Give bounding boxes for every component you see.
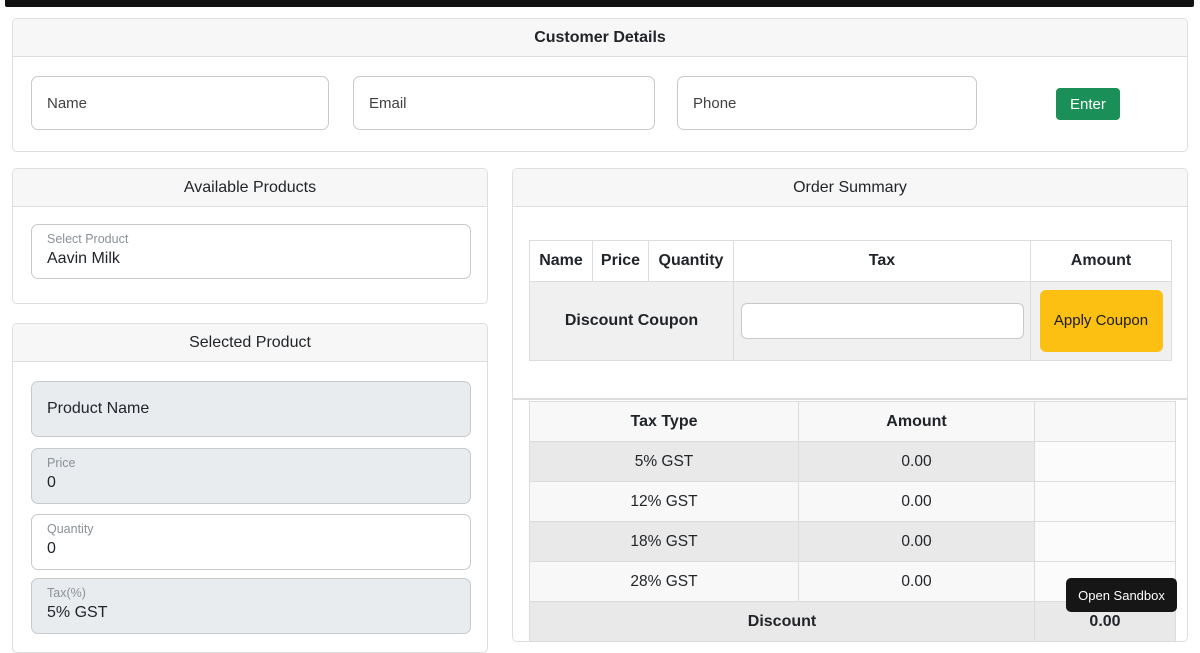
- apply-coupon-button[interactable]: Apply Coupon: [1039, 290, 1163, 352]
- col-empty: [1034, 401, 1176, 442]
- tax-percent-value: 5% GST: [47, 603, 108, 621]
- product-select[interactable]: Select Product Aavin Milk: [31, 224, 471, 279]
- product-select-label: Select Product: [47, 232, 129, 246]
- product-name-field: Product Name: [31, 381, 471, 437]
- col-quantity: Quantity: [648, 240, 734, 282]
- tax-amount-cell: 0.00: [798, 441, 1035, 482]
- tax-row-18gst: 18% GST 0.00: [529, 521, 1176, 562]
- discount-coupon-label: Discount Coupon: [529, 281, 734, 361]
- tax-row-12gst: 12% GST 0.00: [529, 481, 1176, 522]
- apply-coupon-cell: Apply Coupon: [1030, 281, 1172, 361]
- customer-email-input[interactable]: [353, 76, 655, 130]
- col-tax-amount: Amount: [798, 401, 1035, 442]
- price-value: 0: [47, 473, 56, 491]
- order-summary-card: Order Summary Name Price Quantity Tax Am…: [512, 168, 1188, 642]
- tax-type-cell: 18% GST: [529, 521, 799, 562]
- tax-type-cell: 12% GST: [529, 481, 799, 522]
- col-amount: Amount: [1030, 240, 1172, 282]
- selected-product-title: Selected Product: [13, 324, 487, 362]
- available-products-title: Available Products: [13, 169, 487, 207]
- available-products-card: Available Products Select Product Aavin …: [12, 168, 488, 304]
- tax-type-cell: 28% GST: [529, 561, 799, 602]
- tax-amount-cell: 0.00: [798, 521, 1035, 562]
- price-label: Price: [47, 456, 76, 470]
- coupon-input[interactable]: [740, 303, 1024, 339]
- tax-type-cell: 5% GST: [529, 441, 799, 482]
- customer-details-card: Customer Details Enter: [12, 18, 1188, 152]
- selected-product-card: Selected Product Product Name Price 0 Qu…: [12, 323, 488, 653]
- discount-label-cell: Discount: [529, 601, 1035, 642]
- discount-coupon-row: Discount Coupon Apply Coupon: [529, 281, 1172, 361]
- coupon-cell: [733, 281, 1031, 361]
- product-select-value: Aavin Milk: [47, 249, 120, 267]
- order-summary-title: Order Summary: [513, 169, 1187, 207]
- col-tax: Tax: [733, 240, 1031, 282]
- quantity-label: Quantity: [47, 522, 94, 536]
- tax-table-header-row: Tax Type Amount: [529, 401, 1176, 442]
- quantity-field[interactable]: Quantity 0: [31, 514, 471, 570]
- col-price: Price: [592, 240, 649, 282]
- product-name-value: Product Name: [47, 400, 150, 417]
- top-bar: [5, 0, 1194, 7]
- customer-phone-input[interactable]: [677, 76, 977, 130]
- tax-row-5gst: 5% GST 0.00: [529, 441, 1176, 482]
- enter-button[interactable]: Enter: [1056, 88, 1120, 120]
- quantity-value: 0: [47, 539, 56, 557]
- price-field: Price 0: [31, 448, 471, 504]
- tax-percent-label: Tax(%): [47, 586, 86, 600]
- tax-empty-cell: [1034, 481, 1176, 522]
- customer-name-input[interactable]: [31, 76, 329, 130]
- order-items-header-row: Name Price Quantity Tax Amount: [529, 240, 1172, 282]
- tax-amount-cell: 0.00: [798, 481, 1035, 522]
- tax-amount-cell: 0.00: [798, 561, 1035, 602]
- col-name: Name: [529, 240, 593, 282]
- col-tax-type: Tax Type: [529, 401, 799, 442]
- order-items-table: Name Price Quantity Tax Amount Discount …: [529, 240, 1172, 361]
- customer-details-title: Customer Details: [13, 19, 1187, 57]
- section-divider: [513, 398, 1187, 400]
- tax-empty-cell: [1034, 441, 1176, 482]
- tax-percent-field: Tax(%) 5% GST: [31, 578, 471, 634]
- open-sandbox-button[interactable]: Open Sandbox: [1066, 578, 1177, 612]
- tax-empty-cell: [1034, 521, 1176, 562]
